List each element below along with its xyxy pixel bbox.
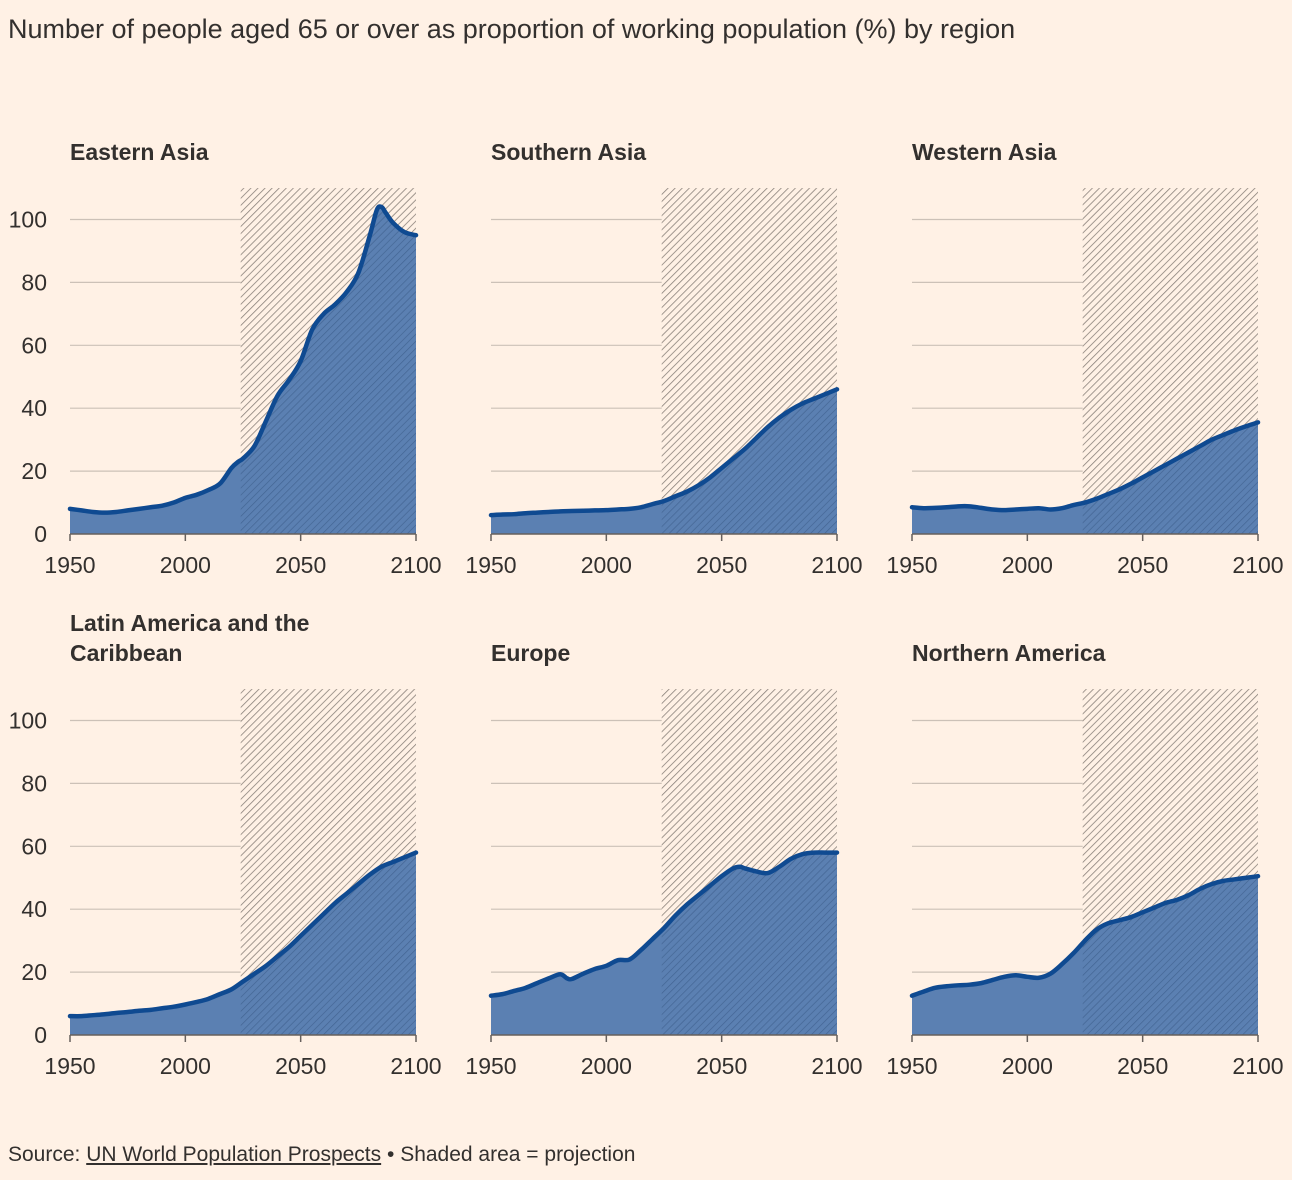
projection-note: Shaded area = projection [400,1143,636,1166]
series-line [67,850,419,1019]
series-line [488,387,840,518]
y-tick-label: 60 [21,833,47,859]
panel-latin-america-and-the-caribbean: Latin America and the Caribbean 0 20 40 60 80 1… [9,610,442,1079]
x-tick-label: 2050 [696,1053,747,1079]
y-tick-label: 0 [34,1022,47,1048]
x-tick-label: 1950 [886,1053,937,1079]
x-tick-label: 2000 [1002,1053,1053,1079]
series-line [488,850,840,998]
x-tick-label: 2100 [390,1053,441,1079]
y-tick-label: 80 [21,770,47,796]
y-tick-label: 0 [34,521,47,547]
x-tick-label: 2000 [1002,552,1053,578]
y-tick-label: 60 [21,332,47,358]
panel-eastern-asia: Eastern Asia 0 20 40 60 80 100 1950 2000 2050 2100 [9,139,442,578]
panel-northern-america: Northern America 1950 2000 2050 2100 [886,640,1283,1079]
series-line [909,420,1261,513]
x-tick-label: 2050 [275,552,326,578]
y-tick-label: 40 [21,896,47,922]
x-tick-label: 2100 [390,552,441,578]
panel-southern-asia: Southern Asia 1950 2000 2050 2100 [465,139,862,578]
panel-title-eastern-asia: Eastern Asia [70,139,209,165]
y-tick-label: 40 [21,395,47,421]
y-tick-label: 20 [21,458,47,484]
y-tick-label: 100 [9,207,47,233]
panel-title-latin-america-and-the-caribbean: Latin America and the Caribbean [70,610,309,666]
y-tick-label: 100 [9,708,47,734]
footer: Source: UN World Population Prospects • … [8,1143,635,1167]
panel-title-southern-asia: Southern Asia [491,139,646,165]
x-tick-label: 1950 [44,552,95,578]
x-tick-label: 2000 [581,552,632,578]
series-line [909,873,1261,998]
x-tick-label: 1950 [886,552,937,578]
footer-separator: • [386,1143,395,1166]
panel-title-western-asia: Western Asia [912,139,1057,165]
x-tick-label: 2100 [1232,1053,1283,1079]
chart-title: Number of people aged 65 or over as prop… [8,14,1016,44]
panel-western-asia: Western Asia 1950 2000 2050 2100 [886,139,1283,578]
panel-europe: Europe 1950 2000 2050 2100 [465,640,862,1079]
panel-title-europe: Europe [491,640,570,666]
x-tick-label: 2050 [1117,1053,1168,1079]
x-tick-label: 1950 [44,1053,95,1079]
x-tick-label: 2000 [581,1053,632,1079]
y-tick-label: 20 [21,959,47,985]
source-label: Source: [8,1143,81,1166]
series-line [67,204,419,515]
x-tick-label: 2000 [160,1053,211,1079]
panel-title-northern-america: Northern America [912,640,1106,666]
x-tick-label: 1950 [465,1053,516,1079]
x-tick-label: 1950 [465,552,516,578]
x-tick-label: 2100 [811,552,862,578]
x-tick-label: 2100 [811,1053,862,1079]
x-tick-label: 2050 [1117,552,1168,578]
x-tick-label: 2000 [160,552,211,578]
x-tick-label: 2050 [275,1053,326,1079]
x-tick-label: 2100 [1232,552,1283,578]
x-tick-label: 2050 [696,552,747,578]
source-link[interactable]: UN World Population Prospects [86,1143,382,1166]
y-tick-label: 80 [21,269,47,295]
